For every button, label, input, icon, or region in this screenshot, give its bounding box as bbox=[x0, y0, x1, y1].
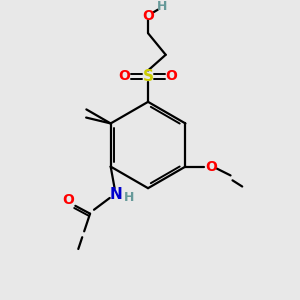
Text: S: S bbox=[142, 69, 154, 84]
Text: O: O bbox=[62, 193, 74, 207]
Text: H: H bbox=[157, 0, 167, 13]
Text: H: H bbox=[124, 190, 134, 203]
Text: O: O bbox=[142, 8, 154, 22]
Text: N: N bbox=[109, 187, 122, 202]
Text: O: O bbox=[205, 160, 217, 174]
Text: O: O bbox=[166, 69, 178, 83]
Text: O: O bbox=[118, 69, 130, 83]
